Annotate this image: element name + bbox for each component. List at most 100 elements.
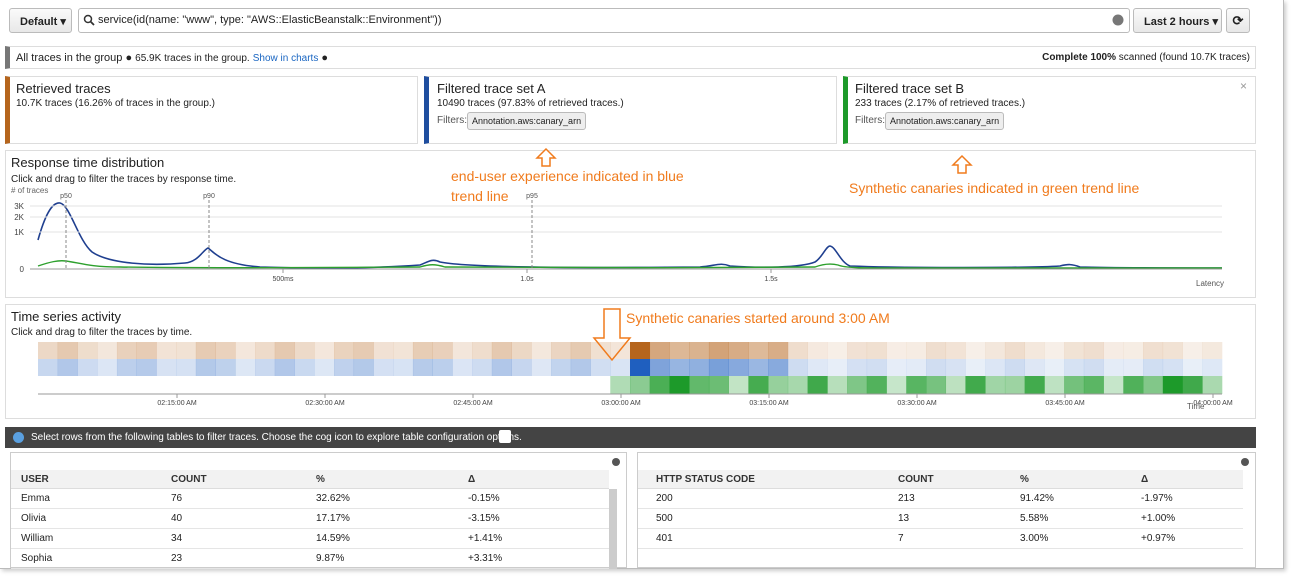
column-header: HTTP STATUS CODE — [656, 474, 755, 485]
heat-cell — [1123, 342, 1144, 359]
y-tick-label: 3K — [14, 202, 24, 211]
response-panel — [5, 150, 1256, 298]
heat-cell — [334, 342, 355, 359]
table-cell: William — [21, 533, 54, 544]
user-table: USER COUNT% Δ Emma 76 32.62% -0.15% Olivia 40 17.… — [10, 452, 627, 569]
time-series-heatmap: 02:15:00 AM 02:30:00 AM 02:45:00 AM 03:00:0… — [38, 342, 1233, 411]
heat-cell — [590, 342, 611, 359]
heat-cell — [255, 342, 276, 359]
heat-cell — [452, 342, 473, 359]
table-cell: 3.00% — [1020, 533, 1049, 544]
column-header: % — [316, 474, 325, 485]
heat-cell — [432, 359, 453, 376]
table-cell: 213 — [898, 493, 915, 504]
heat-cell — [1083, 342, 1104, 359]
heat-cell — [274, 359, 295, 376]
heat-cell — [708, 342, 729, 359]
heat-cell — [156, 342, 177, 359]
help-icon[interactable] — [1112, 14, 1124, 26]
card-title: Filtered trace set A — [437, 81, 546, 96]
panel-subtitle: Click and drag to filter the traces by r… — [11, 174, 237, 185]
status-rest: scanned (found 10.7K traces) — [1118, 52, 1250, 63]
filter-chip[interactable]: Annotation.aws:canary_arn — [885, 112, 1005, 130]
x-tick-label: 02:15:00 AM — [157, 400, 196, 407]
group-button[interactable]: Default ▾ — [9, 8, 72, 33]
heat-cell — [630, 359, 651, 376]
card-text: 233 traces (2.17% of retrieved traces.) — [855, 98, 1026, 109]
down-arrow — [592, 308, 632, 362]
heat-cell — [1064, 376, 1085, 394]
heat-cell — [551, 342, 572, 359]
table-cell: +0.97% — [1141, 533, 1176, 544]
heat-cell — [136, 359, 157, 376]
heat-cell — [1064, 342, 1085, 359]
card-title: Retrieved traces — [16, 81, 111, 96]
heat-cell — [156, 359, 177, 376]
heat-cell — [807, 359, 828, 376]
filters-label: Filters: — [437, 115, 467, 126]
heat-cell — [945, 342, 966, 359]
heat-cell — [1103, 359, 1124, 376]
card-title: Filtered trace set B — [855, 81, 965, 96]
heat-cell — [472, 359, 493, 376]
row-line — [638, 548, 1243, 549]
table-cell: 500 — [656, 513, 673, 524]
summary-bar — [5, 46, 1256, 69]
time-range-button[interactable]: Last 2 hours ▾ — [1133, 8, 1222, 33]
heat-cell — [1182, 359, 1203, 376]
table-cell: -3.15% — [468, 513, 500, 524]
time-range-label: Last 2 hours — [1144, 16, 1210, 28]
heat-cell — [649, 342, 670, 359]
heat-cell — [1202, 342, 1223, 359]
heat-cell — [531, 342, 552, 359]
heat-cell — [886, 376, 907, 394]
heat-cell — [1162, 342, 1183, 359]
table-cell: 401 — [656, 533, 673, 544]
blue-trend-line — [37, 202, 1223, 269]
heat-cell — [511, 359, 532, 376]
card-set-b[interactable] — [843, 76, 1256, 144]
column-header: COUNT — [898, 474, 934, 485]
card-retrieved[interactable] — [5, 76, 418, 144]
show-in-charts-link[interactable]: Show in charts — [252, 53, 319, 64]
close-icon[interactable]: × — [1240, 79, 1248, 93]
table-cell: 91.42% — [1020, 493, 1054, 504]
summary-left: All traces in the group ● 65.9K traces i… — [16, 52, 329, 64]
heat-cell — [195, 359, 216, 376]
info-bar — [5, 427, 1256, 448]
card-text: 10490 traces (97.83% of retrieved traces… — [437, 98, 624, 109]
x-tick-label: 03:45:00 AM — [1045, 400, 1084, 407]
cog-button[interactable] — [499, 430, 511, 443]
heat-cell — [294, 342, 315, 359]
heat-cell — [649, 359, 670, 376]
card-set-a[interactable] — [424, 76, 837, 144]
response-chart: 3K 2K 1K 0 p50 p90 p95 500ms 1.0s 1.5s Latency — [14, 193, 1224, 288]
search-box[interactable] — [78, 8, 1130, 33]
heat-cell — [610, 376, 631, 394]
row-line — [11, 528, 609, 529]
heat-cell — [353, 359, 374, 376]
heat-cell — [847, 359, 868, 376]
panel-title: Time series activity — [11, 309, 122, 324]
heat-cell — [531, 359, 552, 376]
table-cell: 7 — [898, 533, 904, 544]
filter-chip[interactable]: Annotation.aws:canary_arn — [467, 112, 587, 130]
table-cell: +3.31% — [468, 553, 503, 564]
heat-cell — [491, 342, 512, 359]
x-axis-label: Latency — [1196, 279, 1224, 288]
heat-cell — [768, 359, 789, 376]
heat-cell — [294, 359, 315, 376]
refresh-button[interactable]: ⟳ — [1226, 8, 1250, 33]
heat-cell — [965, 376, 986, 394]
heat-cell — [886, 359, 907, 376]
percentile-label: p95 — [526, 193, 538, 200]
heat-cell — [570, 359, 591, 376]
heat-cell — [985, 359, 1006, 376]
table-cell: 23 — [171, 553, 183, 564]
x-tick-label: 03:00:00 AM — [601, 400, 640, 407]
heat-cell — [57, 342, 78, 359]
group-button-label: Default — [20, 16, 58, 28]
column-header: % — [1020, 474, 1029, 485]
heat-cell — [906, 342, 927, 359]
heat-cell — [1024, 342, 1045, 359]
